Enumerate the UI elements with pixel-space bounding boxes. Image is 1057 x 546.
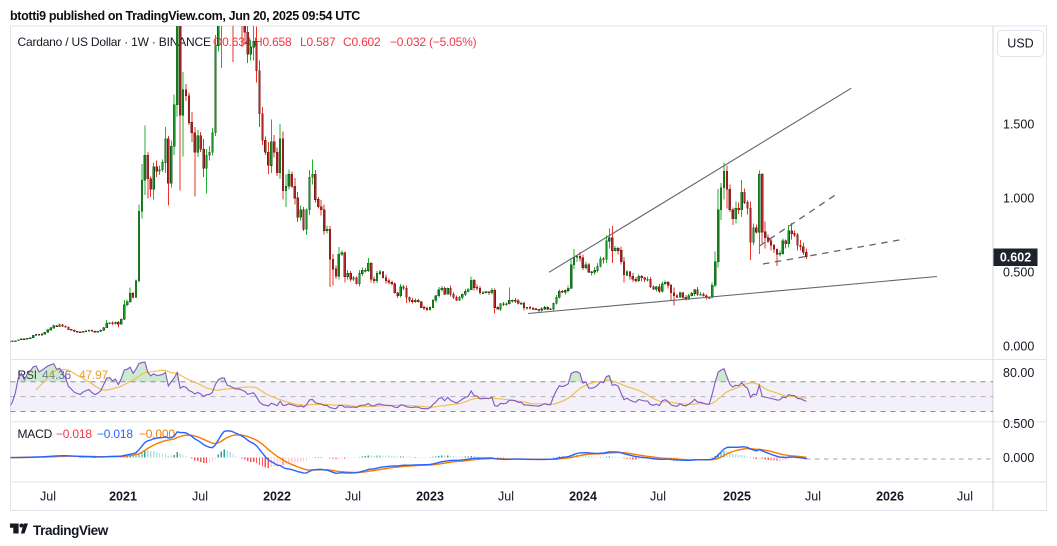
- svg-text:2024: 2024: [569, 490, 597, 504]
- svg-text:1.000: 1.000: [1003, 192, 1034, 206]
- svg-text:2026: 2026: [876, 490, 904, 504]
- svg-text:Cardano / US Dollar · 1W · BIN: Cardano / US Dollar · 1W · BINANCE: [18, 35, 211, 49]
- svg-text:Jul: Jul: [345, 490, 361, 504]
- svg-text:0.500: 0.500: [1003, 266, 1034, 280]
- svg-text:1.500: 1.500: [1003, 118, 1034, 132]
- svg-text:−0.000: −0.000: [139, 427, 175, 441]
- svg-text:btotti9 published on TradingVi: btotti9 published on TradingView.com, Ju…: [10, 9, 360, 23]
- svg-text:Jul: Jul: [192, 490, 208, 504]
- svg-text:L0.587: L0.587: [300, 35, 336, 49]
- svg-text:80.00: 80.00: [1003, 366, 1034, 380]
- svg-text:Jul: Jul: [805, 490, 821, 504]
- svg-text:Jul: Jul: [40, 490, 56, 504]
- svg-text:Jul: Jul: [957, 490, 973, 504]
- svg-text:0.000: 0.000: [1003, 451, 1034, 465]
- svg-text:MACD: MACD: [18, 427, 53, 441]
- svg-text:2022: 2022: [263, 490, 291, 504]
- svg-text:0.602: 0.602: [1000, 251, 1031, 265]
- svg-text:2025: 2025: [723, 490, 751, 504]
- svg-text:Jul: Jul: [650, 490, 666, 504]
- svg-text:Jul: Jul: [498, 490, 514, 504]
- svg-text:−0.018: −0.018: [56, 427, 92, 441]
- svg-text:44.36: 44.36: [42, 368, 72, 382]
- svg-text:2021: 2021: [109, 490, 137, 504]
- svg-text:−0.018: −0.018: [97, 427, 133, 441]
- svg-text:47.97: 47.97: [79, 368, 109, 382]
- svg-text:TradingView: TradingView: [33, 523, 109, 538]
- svg-text:0.500: 0.500: [1003, 417, 1034, 431]
- svg-text:H0.658: H0.658: [254, 35, 292, 49]
- svg-text:0.000: 0.000: [1003, 340, 1034, 354]
- svg-text:−0.032 (−5.05%): −0.032 (−5.05%): [390, 35, 477, 49]
- svg-text:USD: USD: [1007, 37, 1033, 51]
- svg-text:2023: 2023: [416, 490, 444, 504]
- svg-text:C0.602: C0.602: [343, 35, 381, 49]
